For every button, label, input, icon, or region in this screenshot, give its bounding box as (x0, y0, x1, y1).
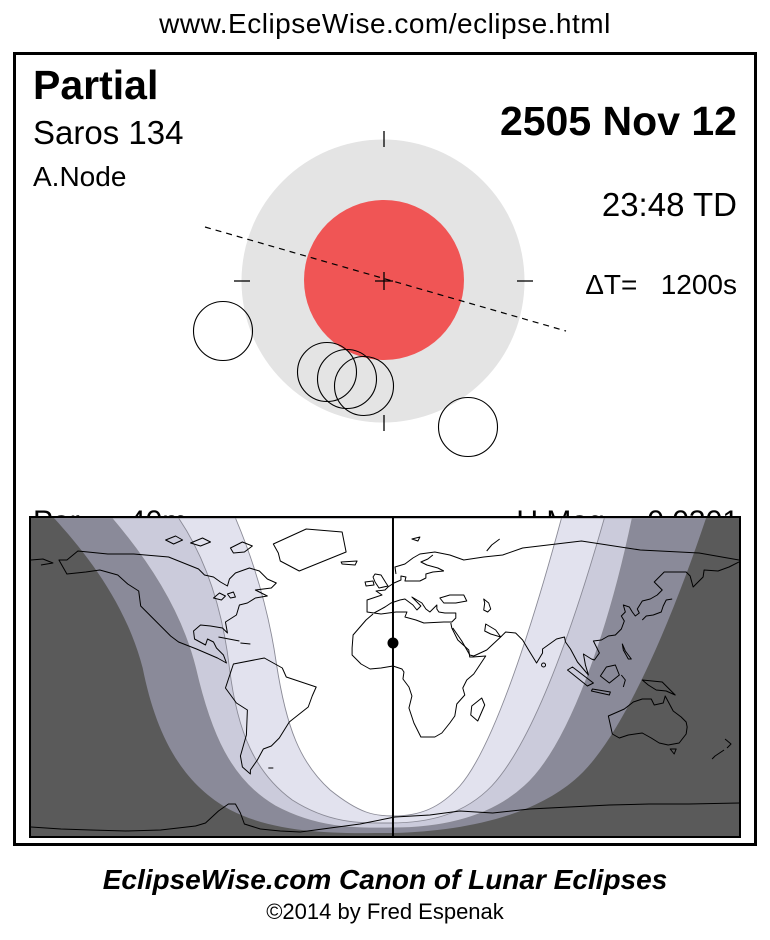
coast-great-lakes (212, 591, 236, 601)
coast-scandinavia-siberia (394, 540, 739, 575)
coast-black-caspian-seas (439, 594, 492, 613)
coast-sri-lanka (541, 662, 547, 668)
coast-philippines (621, 643, 632, 660)
coast-asia-south (452, 561, 739, 676)
eclipse-type-label: Partial (33, 62, 159, 108)
moon-circle-p1 (192, 300, 254, 362)
visibility-map (31, 518, 739, 836)
moon-circle-p4 (437, 396, 499, 458)
eclipse-time: 23:48 TD (601, 186, 737, 223)
coast-madagascar (470, 697, 486, 722)
coast-south-america (224, 657, 317, 775)
ecliptic-path-line (204, 226, 567, 332)
moon-circle-u1 (296, 341, 358, 403)
page-title: www.EclipseWise.com/eclipse.html (159, 8, 611, 39)
node-label: A.Node (33, 161, 127, 192)
coastlines-group (31, 528, 739, 833)
zone-entire-eclipse-visible (234, 518, 562, 817)
delta-t-value: ΔT= 1200s (585, 269, 737, 300)
saros-label: Saros 134 (33, 114, 184, 151)
coast-new-zealand (711, 738, 732, 760)
footer-title: EclipseWise.com Canon of Lunar Eclipses (102, 864, 668, 895)
header-left: Partial Saros 134 A.Node (33, 60, 183, 198)
moon-circle-u4 (333, 355, 395, 417)
shadow-axis-cross (375, 272, 393, 290)
coast-mediterranean (373, 596, 457, 624)
footer-copyright: ©2014 by Fred Espenak (266, 899, 504, 924)
coast-north-america (58, 550, 277, 664)
figure-frame (13, 52, 757, 846)
header-right: 2505 Nov 12 23:48 TD ΔT= 1200s (500, 60, 737, 342)
cardinal-tick-marks (234, 131, 533, 431)
coast-africa (351, 613, 487, 738)
eclipse-date: 2505 Nov 12 (499, 98, 737, 144)
visibility-map-frame (29, 516, 741, 838)
coast-antarctica (31, 802, 739, 833)
moon-contact-circles (192, 300, 499, 458)
moon-circle-greatest (316, 348, 378, 410)
sub-lunar-point-dot (387, 637, 399, 649)
coast-arctic-islands (31, 535, 500, 566)
coast-iceland (340, 560, 358, 566)
coast-australia (607, 695, 688, 755)
coast-western-europe (366, 570, 444, 614)
coast-indonesia (566, 664, 676, 696)
coast-caribbean (218, 636, 251, 645)
coast-british-isles (364, 573, 389, 589)
coast-japan (641, 598, 673, 621)
coast-greenland (272, 528, 347, 572)
